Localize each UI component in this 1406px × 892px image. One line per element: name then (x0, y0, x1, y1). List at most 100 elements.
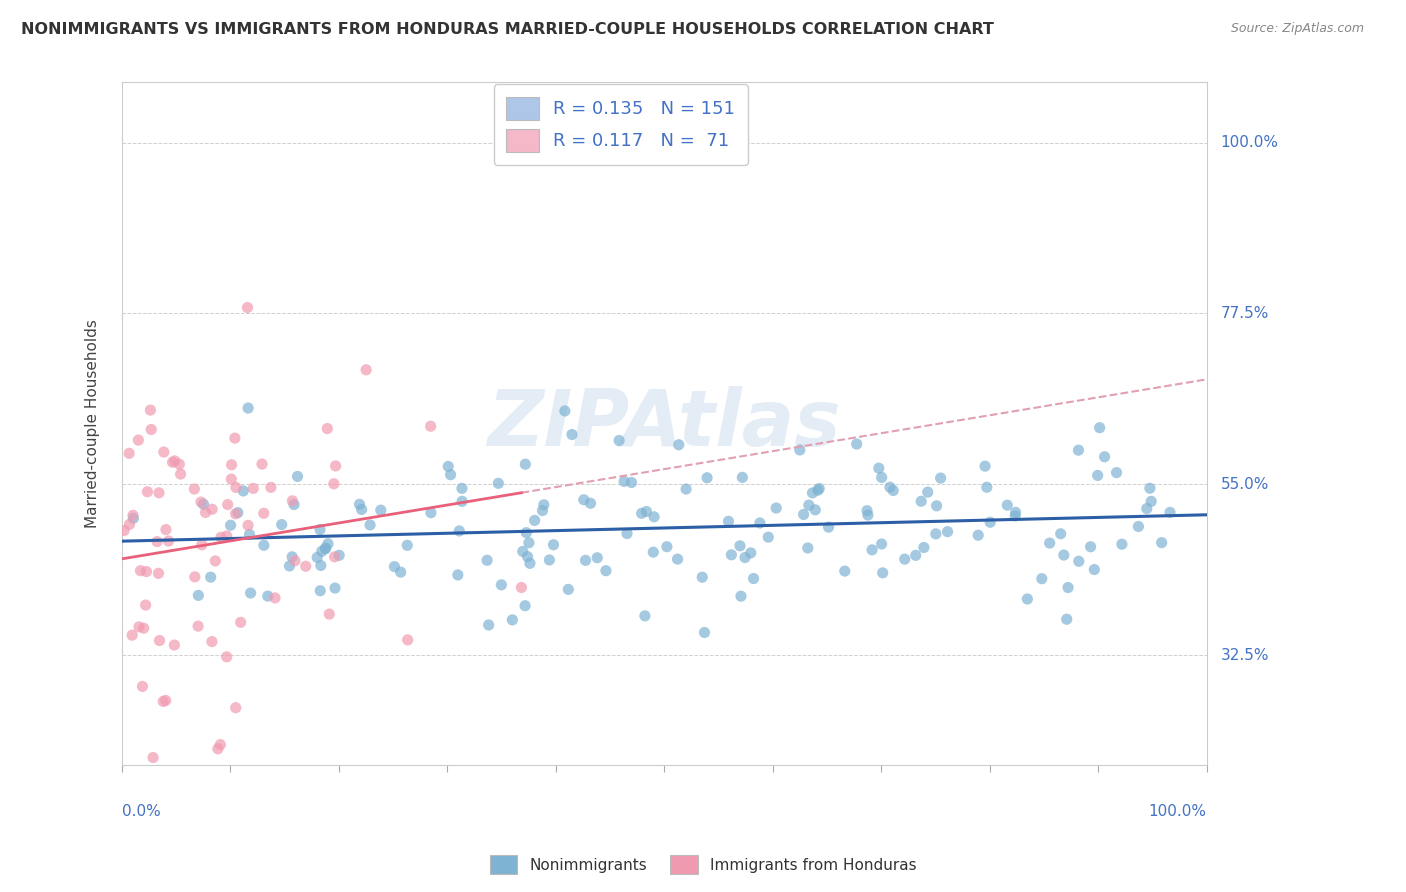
Point (183, 482, 205, 496)
Point (728, 539, 751, 553)
Point (616, 526, 638, 541)
Point (717, 514, 740, 528)
Point (845, 437, 868, 451)
Point (207, 741, 229, 756)
Point (142, 750, 165, 764)
Point (316, 421, 339, 435)
Point (554, 404, 576, 418)
Point (157, 534, 180, 549)
Point (557, 582, 579, 597)
Point (765, 501, 787, 516)
Point (359, 517, 381, 532)
Point (294, 559, 316, 574)
Text: 0.0%: 0.0% (122, 804, 160, 819)
Point (1067, 554, 1090, 568)
Point (193, 497, 215, 511)
Point (260, 480, 283, 494)
Point (131, 680, 153, 694)
Point (437, 459, 460, 474)
Point (620, 475, 643, 490)
Point (163, 454, 186, 468)
Point (146, 534, 169, 549)
Point (655, 540, 678, 554)
Point (1080, 540, 1102, 554)
Point (870, 470, 893, 484)
Point (523, 513, 546, 527)
Point (389, 565, 412, 579)
Point (209, 738, 232, 752)
Legend: R = 0.135   N = 151, R = 0.117   N =  71: R = 0.135 N = 151, R = 0.117 N = 71 (494, 84, 748, 165)
Point (734, 550, 756, 565)
Point (870, 537, 893, 551)
Point (225, 507, 247, 521)
Point (322, 476, 344, 491)
Text: Source: ZipAtlas.com: Source: ZipAtlas.com (1230, 22, 1364, 36)
Point (287, 469, 309, 483)
Point (586, 550, 609, 565)
Point (121, 628, 143, 642)
Point (239, 586, 262, 600)
Point (132, 621, 155, 635)
Point (478, 618, 501, 632)
Point (201, 502, 224, 516)
Point (804, 503, 827, 517)
Point (879, 480, 901, 494)
Point (936, 524, 959, 539)
Text: 32.5%: 32.5% (1220, 648, 1270, 663)
Point (1088, 420, 1111, 434)
Point (513, 599, 536, 613)
Point (808, 482, 831, 496)
Point (139, 403, 162, 417)
Point (152, 445, 174, 459)
Point (135, 598, 157, 612)
Point (187, 588, 209, 602)
Point (323, 549, 346, 564)
Point (163, 638, 186, 652)
Point (309, 558, 332, 573)
Point (730, 589, 752, 603)
Point (1049, 526, 1071, 541)
Point (1004, 505, 1026, 519)
Point (634, 608, 657, 623)
Point (543, 538, 565, 552)
Point (517, 535, 540, 549)
Point (731, 470, 754, 484)
Point (307, 550, 329, 565)
Point (215, 529, 238, 543)
Point (236, 401, 259, 415)
Point (501, 613, 523, 627)
Point (904, 549, 927, 563)
Point (451, 494, 474, 508)
Point (636, 504, 658, 518)
Point (221, 458, 243, 472)
Point (515, 457, 537, 471)
Point (270, 517, 292, 532)
Point (396, 538, 419, 552)
Point (801, 486, 824, 500)
Point (868, 461, 890, 475)
Text: ZIPAtlas: ZIPAtlas (488, 385, 841, 461)
Point (396, 632, 419, 647)
Text: 55.0%: 55.0% (1220, 476, 1268, 491)
Point (531, 503, 554, 517)
Point (221, 472, 243, 486)
Point (834, 564, 856, 578)
Point (281, 549, 304, 564)
Point (316, 537, 339, 551)
Text: 77.5%: 77.5% (1220, 306, 1268, 321)
Point (253, 538, 276, 552)
Point (1067, 443, 1090, 458)
Point (516, 549, 538, 564)
Y-axis label: Married-couple Households: Married-couple Households (86, 319, 100, 528)
Point (515, 525, 537, 540)
Point (236, 301, 259, 315)
Text: 100.0%: 100.0% (1149, 804, 1206, 819)
Point (384, 559, 406, 574)
Point (325, 458, 347, 473)
Point (191, 538, 214, 552)
Point (439, 467, 461, 482)
Point (112, 524, 135, 538)
Point (1053, 548, 1076, 562)
Point (349, 497, 371, 511)
Point (209, 530, 232, 544)
